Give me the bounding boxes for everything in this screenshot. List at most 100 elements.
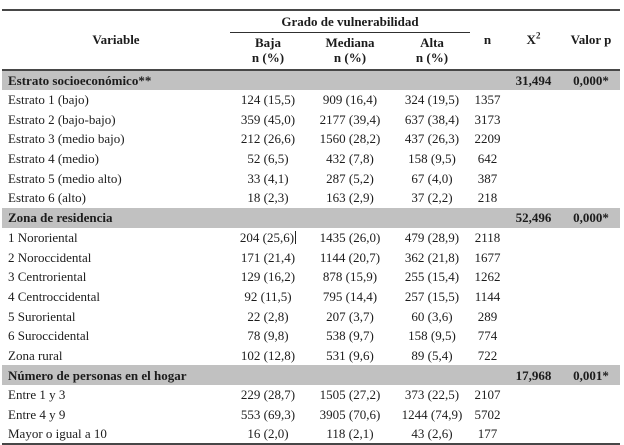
cell-alta: 158 (9,5) bbox=[408, 328, 456, 344]
cell-n: 2107 bbox=[474, 387, 501, 403]
cell-chi2-empty bbox=[505, 306, 562, 326]
cell-chi2-empty bbox=[505, 110, 562, 130]
cell-chi2-empty bbox=[505, 149, 562, 169]
col-label: Alta bbox=[420, 34, 444, 50]
cell-chi2-empty bbox=[505, 287, 562, 307]
cell-alta: 158 (9,5) bbox=[408, 151, 456, 167]
cell-baja: 52 (6,5) bbox=[247, 151, 289, 167]
cell-baja: 129 (16,2) bbox=[240, 269, 296, 285]
cell-n: 1262 bbox=[474, 269, 501, 285]
cell-baja: 229 (28,7) bbox=[240, 387, 296, 403]
cell-alta: 637 (38,4) bbox=[404, 111, 460, 127]
cell-mediana: 1560 (28,2) bbox=[319, 131, 381, 147]
cell-chi2-empty bbox=[505, 129, 562, 149]
cell-n: 2118 bbox=[474, 229, 501, 245]
cell-n: 1357 bbox=[474, 92, 501, 108]
table-row: 2 Noroccidental 171 (21,4) 1144 (20,7) 3… bbox=[2, 247, 620, 267]
text-cursor bbox=[295, 230, 297, 244]
cell-chi2-empty bbox=[505, 90, 562, 110]
row-label: 2 Noroccidental bbox=[8, 249, 92, 265]
cell-chi2-empty bbox=[505, 425, 562, 445]
section-title: Número de personas en el hogar bbox=[2, 365, 505, 386]
table-row: Estrato 1 (bajo) 124 (15,5) 909 (16,4) 3… bbox=[2, 90, 620, 110]
cell-baja: 204 (25,6) bbox=[230, 228, 306, 248]
row-label: Estrato 3 (medio bajo) bbox=[8, 131, 125, 147]
cell-mediana: 3905 (70,6) bbox=[319, 407, 381, 423]
cell-p-empty bbox=[562, 149, 620, 169]
cell-n: 387 bbox=[477, 170, 498, 186]
cell-n: 5702 bbox=[474, 407, 501, 423]
cell-alta: 255 (15,4) bbox=[404, 269, 460, 285]
row-label: 3 Centroriental bbox=[8, 269, 87, 285]
cell-p-empty bbox=[562, 188, 620, 208]
cell-p-empty bbox=[562, 228, 620, 248]
section-header-row: Número de personas en el hogar 17,968 0,… bbox=[2, 365, 620, 386]
col-header-mediana: Mediana n (%) bbox=[306, 32, 394, 70]
table-header: Variable Grado de vulnerabilidad n X2 Va… bbox=[2, 10, 620, 71]
cell-chi2-empty bbox=[505, 188, 562, 208]
table-row: Mayor o igual a 10 16 (2,0) 118 (2,1) 43… bbox=[2, 425, 620, 445]
row-label: Estrato 1 (bajo) bbox=[8, 92, 89, 108]
cell-p-empty bbox=[562, 306, 620, 326]
cell-n: 3173 bbox=[474, 111, 501, 127]
cell-chi2-empty bbox=[505, 385, 562, 405]
col-unit: n (%) bbox=[251, 49, 285, 65]
col-label: Mediana bbox=[325, 34, 375, 50]
cell-p-empty bbox=[562, 110, 620, 130]
col-header-n: n bbox=[483, 32, 492, 48]
cell-mediana: 118 (2,1) bbox=[326, 426, 374, 442]
cell-p-empty bbox=[562, 326, 620, 346]
table-row: Entre 4 y 9 553 (69,3) 3905 (70,6) 1244 … bbox=[2, 405, 620, 425]
cell-n: 177 bbox=[477, 426, 498, 442]
cell-baja: 92 (11,5) bbox=[244, 288, 292, 304]
chi-exponent: 2 bbox=[535, 31, 541, 42]
section-title: Zona de residencia bbox=[2, 207, 505, 228]
cell-p-empty bbox=[562, 169, 620, 189]
section-header-row: Estrato socioeconómico** 31,494 0,000* bbox=[2, 70, 620, 90]
row-label: 6 Suroccidental bbox=[8, 328, 90, 344]
cell-chi2-empty bbox=[505, 346, 562, 366]
cell-mediana: 795 (14,4) bbox=[322, 288, 378, 304]
cell-chi2: 52,496 bbox=[505, 207, 562, 228]
cell-mediana: 538 (9,7) bbox=[326, 328, 374, 344]
cell-baja: 78 (9,8) bbox=[247, 328, 289, 344]
cell-alta: 60 (3,6) bbox=[411, 308, 453, 324]
col-label: Baja bbox=[255, 34, 281, 50]
cell-chi2-empty bbox=[505, 405, 562, 425]
cell-chi2-empty bbox=[505, 326, 562, 346]
cell-p-empty bbox=[562, 385, 620, 405]
cell-n: 642 bbox=[477, 151, 498, 167]
cell-baja: 18 (2,3) bbox=[247, 190, 289, 206]
cell-baja: 16 (2,0) bbox=[247, 426, 289, 442]
cell-n: 289 bbox=[477, 308, 498, 324]
cell-n: 1677 bbox=[474, 249, 501, 265]
cell-n: 722 bbox=[477, 347, 498, 363]
row-label: 1 Nororiental bbox=[8, 229, 78, 245]
table-row: Entre 1 y 3 229 (28,7) 1505 (27,2) 373 (… bbox=[2, 385, 620, 405]
cell-chi2-empty bbox=[505, 228, 562, 248]
cell-p: 0,000* bbox=[562, 207, 620, 228]
cell-alta: 362 (21,8) bbox=[404, 249, 460, 265]
row-label: Estrato 4 (medio) bbox=[8, 151, 99, 167]
cell-baja: 124 (15,5) bbox=[240, 92, 296, 108]
table-row: Estrato 5 (medio alto) 33 (4,1) 287 (5,2… bbox=[2, 169, 620, 189]
cell-chi2: 31,494 bbox=[505, 70, 562, 90]
cell-alta: 89 (5,4) bbox=[411, 347, 453, 363]
col-unit: n (%) bbox=[333, 49, 367, 65]
cell-n: 1144 bbox=[474, 288, 501, 304]
cell-p-empty bbox=[562, 267, 620, 287]
row-label: Zona rural bbox=[8, 347, 63, 363]
cell-alta: 37 (2,2) bbox=[411, 190, 453, 206]
col-header-valor-p: Valor p bbox=[570, 32, 612, 48]
cell-mediana: 207 (3,7) bbox=[326, 308, 374, 324]
cell-p-empty bbox=[562, 129, 620, 149]
cell-mediana: 878 (15,9) bbox=[322, 269, 378, 285]
cell-p: 0,000* bbox=[562, 70, 620, 90]
row-label: 4 Centroccidental bbox=[8, 288, 101, 304]
col-header-chi2: X2 bbox=[505, 10, 562, 70]
cell-p: 0,001* bbox=[562, 365, 620, 386]
cell-n: 774 bbox=[477, 328, 498, 344]
cell-p-empty bbox=[562, 346, 620, 366]
cell-chi2-empty bbox=[505, 247, 562, 267]
row-label: Entre 4 y 9 bbox=[8, 407, 66, 423]
